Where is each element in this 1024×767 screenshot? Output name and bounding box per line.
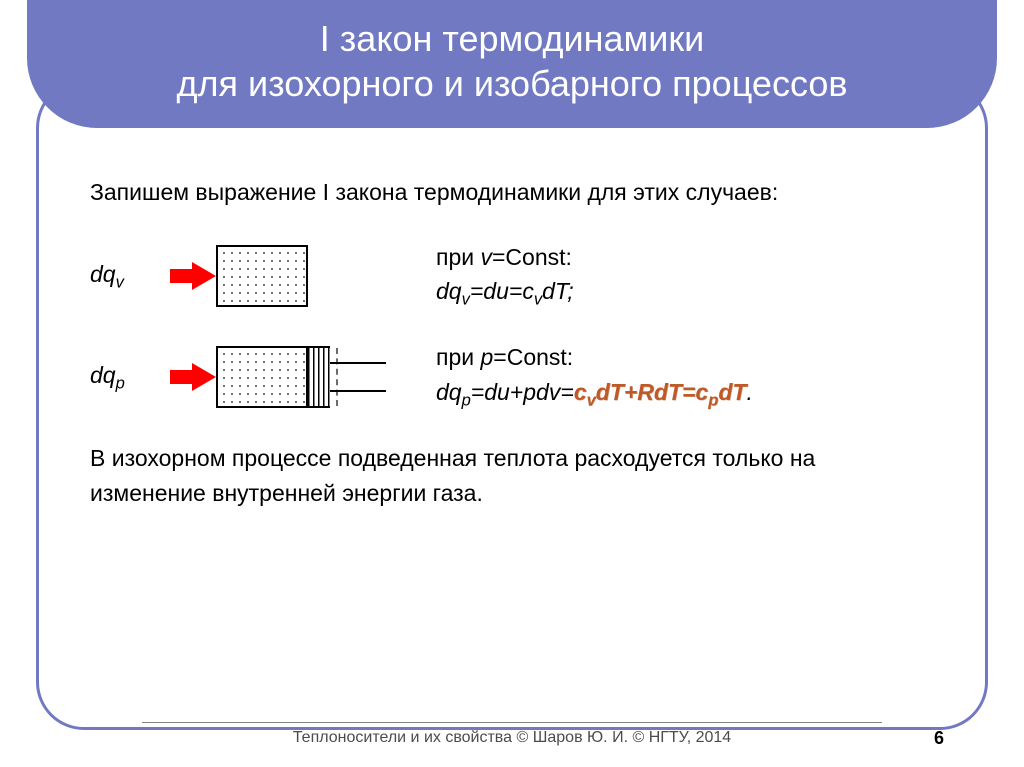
slide-title: I закон термодинамики для изохорного и и… (27, 0, 997, 128)
eq-lhs-sub-p: p (462, 391, 471, 410)
cond-var: v (480, 244, 492, 270)
hl-c1-sub: v (587, 391, 596, 410)
dq-text-p: dq (90, 362, 116, 388)
dq-sub-p: p (116, 373, 125, 392)
heat-arrow-icon (170, 363, 216, 391)
isochoric-diagram (216, 245, 406, 307)
eq-mid-sub: v (534, 290, 542, 309)
page-number: 6 (934, 728, 944, 749)
title-line-1: I закон термодинамики (320, 18, 704, 59)
hl-mid: dT+RdT=c (596, 379, 708, 405)
isobaric-diagram (216, 346, 406, 408)
piston-vessel-icon (216, 346, 386, 408)
closed-vessel-icon (216, 245, 308, 307)
isochoric-row: dqv при v=Const: dqv=du=cvdT; (90, 240, 930, 313)
content-area: Запишем выражение I закона термодинамики… (90, 175, 930, 510)
eq-mid: =du=c (470, 278, 534, 304)
cond-prefix-p: при (436, 344, 480, 370)
isochoric-label: dqv (90, 257, 170, 295)
heat-arrow-icon (170, 262, 216, 290)
eq-lhs: dq (436, 278, 462, 304)
eq-lhs-p: dq (436, 379, 462, 405)
eq-lhs-sub: v (462, 290, 470, 309)
eq-tail: dT; (542, 278, 574, 304)
isochoric-equations: при v=Const: dqv=du=cvdT; (406, 240, 930, 313)
footer-text: Теплоносители и их свойства © Шаров Ю. И… (293, 729, 731, 746)
cond-prefix: при (436, 244, 480, 270)
isobaric-equations: при p=Const: dqp=du+pdv=cvdT+RdT=cpdT. (406, 340, 930, 413)
isobaric-row: dqp при p=Const: dqp=du+pdv=cvdT+RdT=cpd… (90, 340, 930, 413)
intro-text: Запишем выражение I закона термодинамики… (90, 175, 930, 210)
hl-c2-sub: p (708, 391, 718, 410)
conclusion-text: В изохорном процессе подведенная теплота… (90, 441, 930, 510)
title-line-2: для изохорного и изобарного процессов (176, 63, 847, 104)
cond-suffix-p: =Const: (493, 344, 573, 370)
isobaric-label: dqp (90, 358, 170, 396)
period: . (746, 379, 752, 405)
cond-suffix: =Const: (492, 244, 572, 270)
hl-tail: dT (718, 379, 746, 405)
dq-sub: v (116, 272, 124, 291)
dq-text: dq (90, 261, 116, 287)
hl-c1: c (574, 379, 587, 405)
cond-var-p: p (480, 344, 493, 370)
footer-divider (142, 722, 882, 723)
eq-mid1-p: =du+pdv= (471, 379, 574, 405)
slide-footer: Теплоносители и их свойства © Шаров Ю. И… (0, 722, 1024, 747)
